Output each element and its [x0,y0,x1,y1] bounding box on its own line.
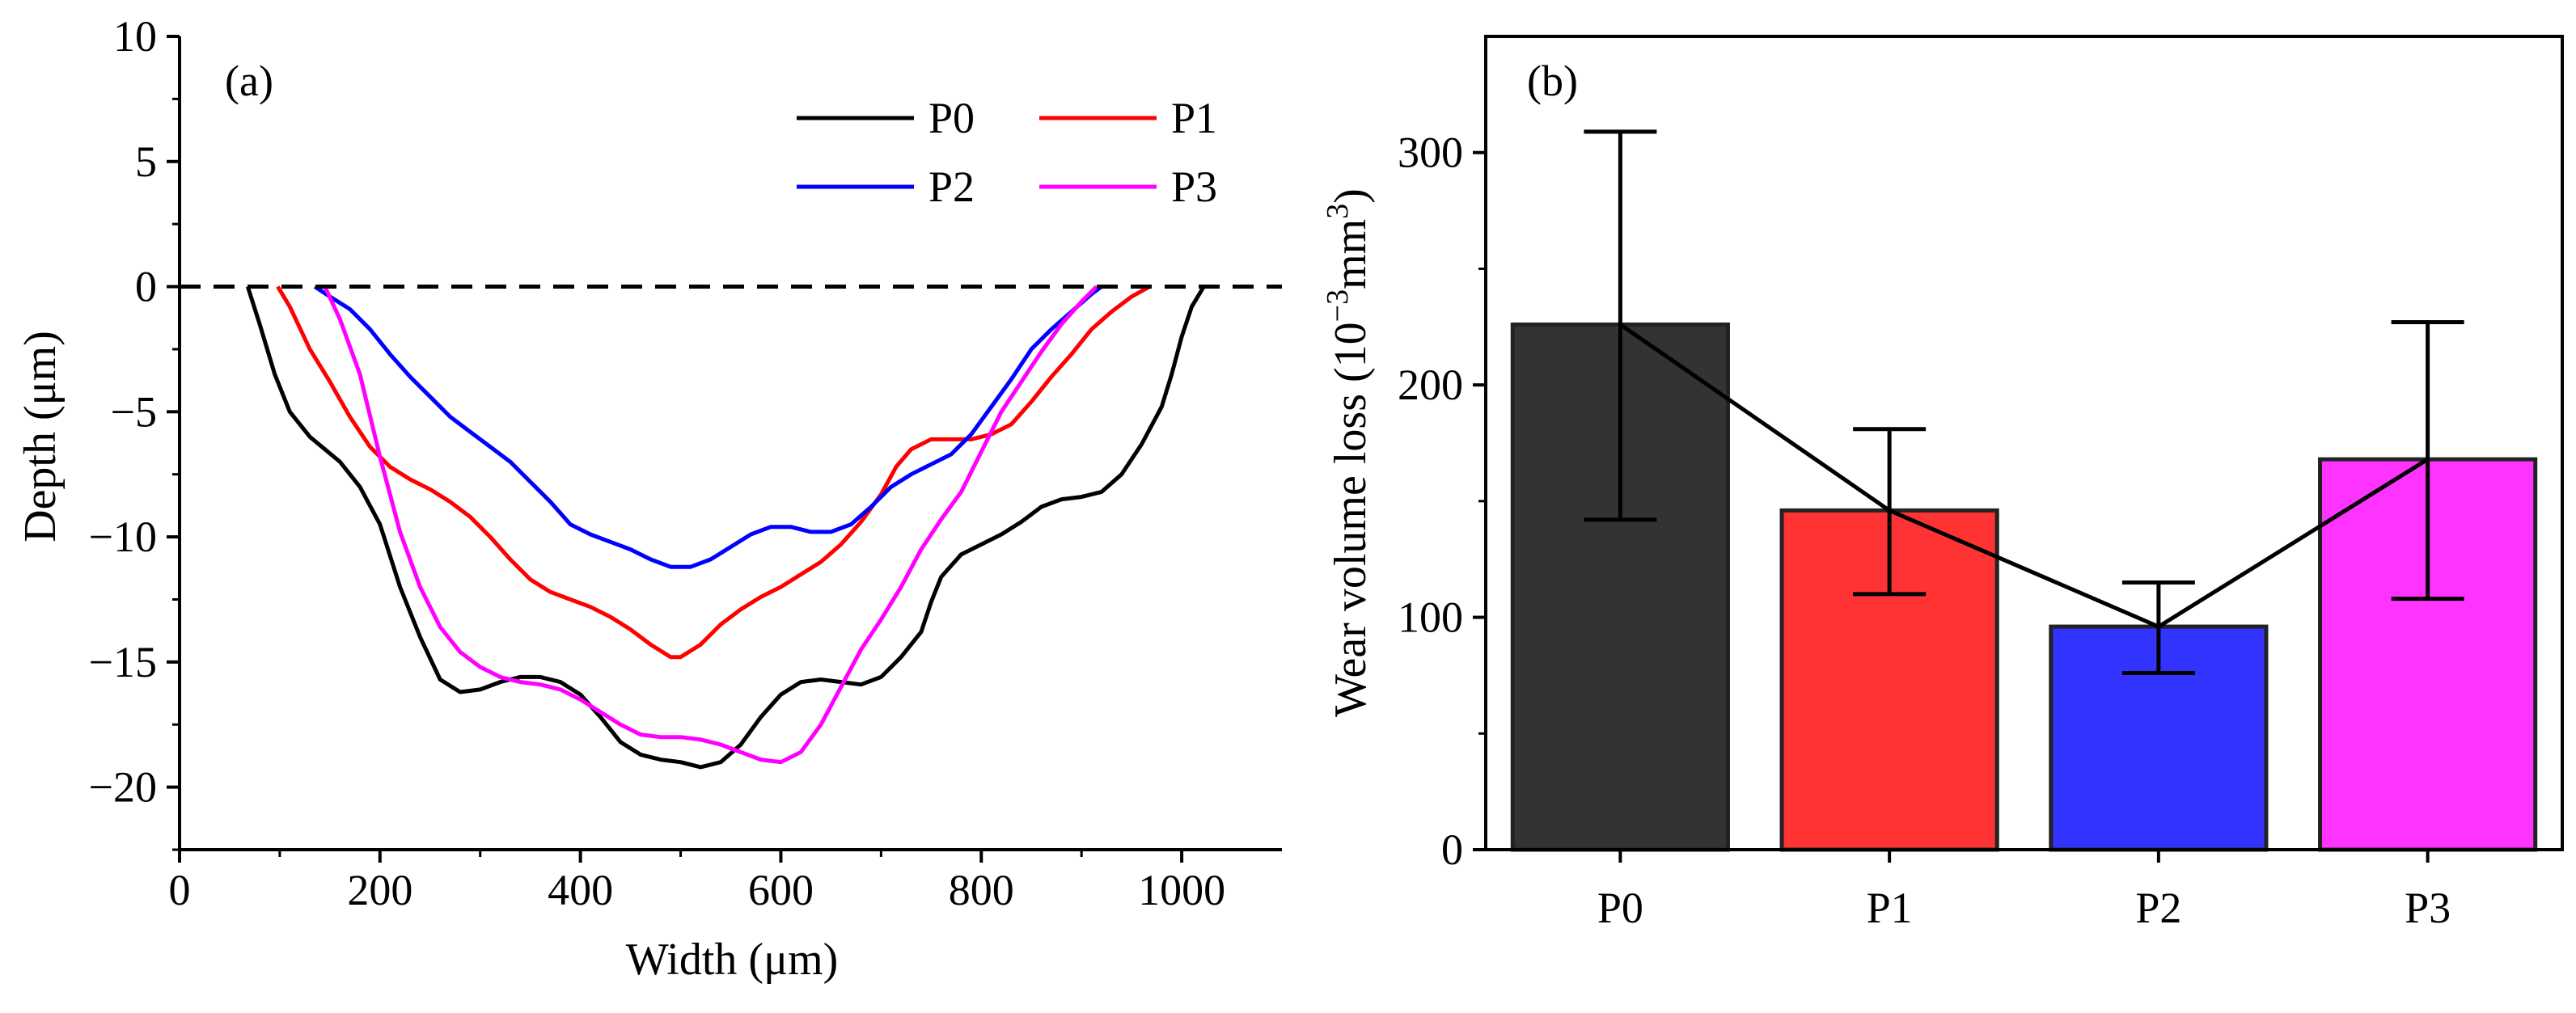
y-tick-label-b: 0 [1441,825,1463,874]
panel-label-a: (a) [225,57,273,105]
y-tick-label-a: −15 [89,638,157,686]
y-tick-label-a: 10 [113,12,157,61]
error-bar-p3 [2391,320,2464,601]
legend-label-p1: P1 [1171,94,1217,142]
y-tick-label-b: 300 [1398,129,1463,177]
panel-a-axes: 0 200 400 600 800 1000 10 5 0 −5 −10 −15 −20 [89,12,1282,914]
legend: P0 P1 P2 P3 [797,94,1217,211]
panel-b-bar-chart: 0 100 200 300 P0 P1 P2 P3 (b) Wear volume loss … [1321,35,2564,932]
x-tick-label-a: 600 [748,866,814,914]
x-tick-label-p2: P2 [2135,884,2181,932]
y-tick-label-a: −5 [111,387,157,436]
x-tick-label-a: 200 [347,866,412,914]
x-tick-label-p1: P1 [1867,884,1913,932]
y-tick-label-a: 0 [135,263,157,311]
x-tick-label-p3: P3 [2405,884,2451,932]
y-tick-label-a: −10 [89,513,157,561]
legend-label-p2: P2 [928,163,975,211]
x-tick-label-a: 800 [949,866,1014,914]
panel-b-bars-group [1510,129,2538,852]
mean-connecting-line [1618,323,2429,629]
panel-b-axes: 0 100 200 300 P0 P1 P2 P3 [1398,35,2564,932]
y-tick-label-a: −20 [89,763,157,812]
y-axis-title-b: Wear volume loss (10−3mm3) [1321,188,1376,717]
x-axis-title-a: Width (μm) [626,935,839,985]
error-bar-p0 [1584,129,1657,522]
legend-label-p0: P0 [928,94,975,142]
y-axis-title-b-sup1: −3 [1321,289,1355,322]
x-tick-label-a: 1000 [1138,866,1225,914]
panel-a-series-group [245,285,1206,770]
series-line-p2 [313,285,1103,569]
y-axis-title-b-main: Wear volume loss (10 [1326,322,1376,717]
series-line-p3 [323,285,1098,765]
y-tick-label-a: 5 [135,137,157,186]
y-tick-label-b: 200 [1398,361,1463,409]
panel-label-b: (b) [1527,57,1578,105]
y-axis-title-b-end: ) [1326,188,1376,204]
y-axis-title-a: Depth (μm) [15,331,66,542]
y-tick-label-b: 100 [1398,593,1463,642]
error-bar-p2 [2121,580,2195,676]
x-tick-label-a: 400 [548,866,613,914]
y-axis-title-b-mid: mm [1326,219,1376,289]
x-tick-label-p0: P0 [1597,884,1643,932]
plot-frame-b [1484,35,2564,851]
series-line-p0 [245,285,1206,770]
error-bar-p1 [1853,427,1927,597]
series-line-p1 [276,285,1151,660]
legend-label-p3: P3 [1171,163,1217,211]
x-tick-label-a: 0 [169,866,191,914]
panel-a-line-chart: 0 200 400 600 800 1000 10 5 0 −5 −10 −15 −20 (a) Wid… [15,12,1282,985]
y-axis-title-b-sup2: 3 [1321,204,1355,219]
